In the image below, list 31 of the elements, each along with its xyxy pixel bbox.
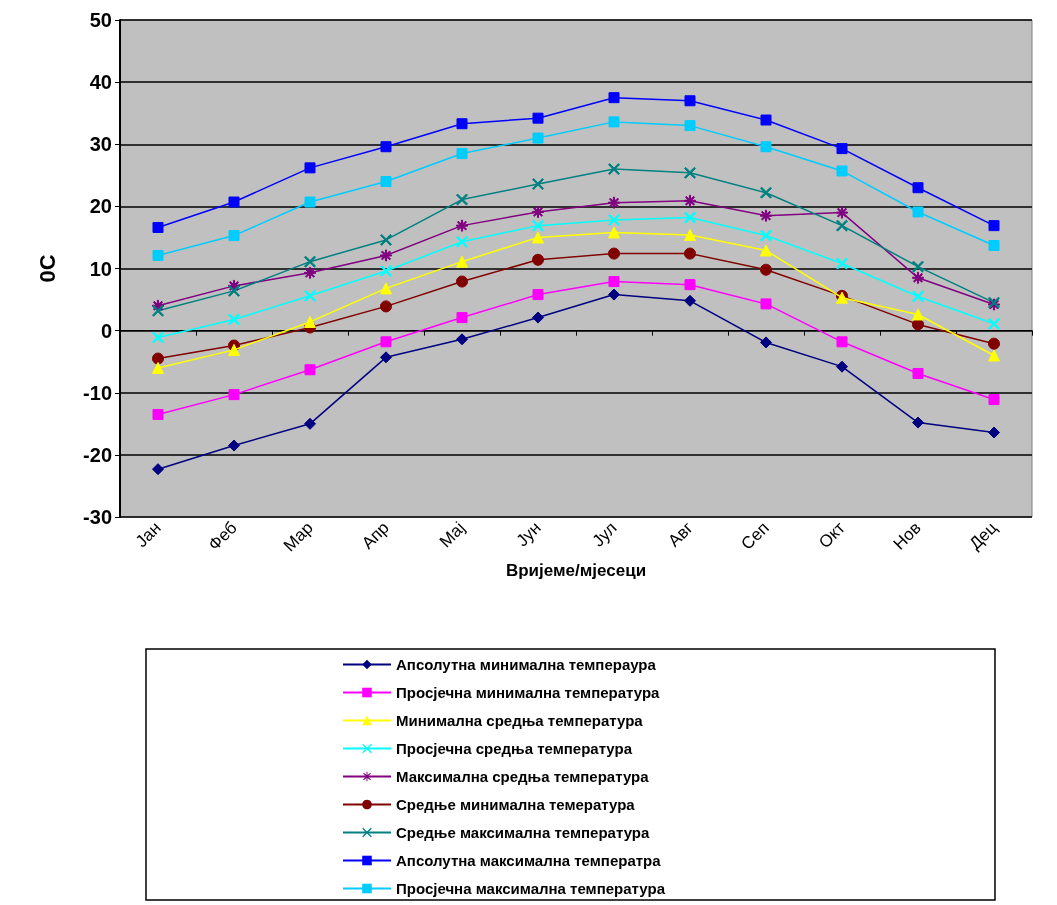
y-tick-label: -10 [83, 381, 112, 404]
x-tick-label: Феб [204, 518, 241, 555]
y-tick-label: 30 [89, 133, 112, 156]
y-axis-title: 0C [34, 254, 60, 283]
legend-label: Максимална средња температура [396, 768, 650, 785]
x-tick-label: Апр [358, 518, 393, 553]
legend-label: Средње минимална темература [396, 796, 636, 813]
y-tick-label: 50 [89, 9, 112, 31]
y-tick-label: 10 [89, 257, 112, 280]
y-tick-label: 20 [89, 195, 112, 218]
y-tick-label: -30 [83, 506, 112, 528]
legend-label: Апсолутна минимална темпераура [396, 656, 657, 673]
legend-label: Просјечна средња температура [396, 740, 633, 757]
x-tick-label: Јул [588, 518, 621, 551]
legend-label: Просјечна максимална температура [396, 880, 666, 897]
legend-label: Просјечна минимална температура [396, 684, 661, 701]
x-tick-label: Сеп [737, 518, 773, 554]
legend-label: Апсолутна максимална температра [396, 852, 662, 869]
y-tick-label: 0 [100, 319, 112, 342]
x-axis-title: Вријеме/мјесеци [505, 560, 647, 580]
y-tick-label: 40 [89, 71, 112, 94]
legend-label: Минимална средња температура [396, 712, 644, 729]
x-tick-label: Јун [512, 518, 545, 551]
x-tick-label: Јан [131, 518, 165, 552]
x-tick-label: Мар [279, 518, 317, 556]
x-tick-label: Авг [664, 518, 697, 551]
x-tick-label: Окт [815, 518, 849, 552]
legend-label: Средње максимална температура [396, 824, 650, 841]
x-tick-label: Мај [435, 518, 469, 552]
x-tick-label: Нов [889, 518, 925, 554]
y-tick-label: -20 [83, 443, 112, 466]
